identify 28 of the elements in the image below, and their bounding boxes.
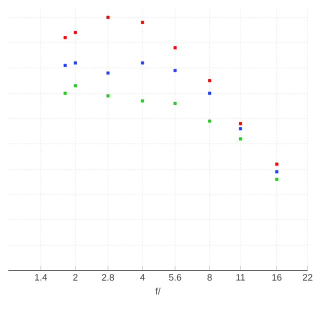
point [140,61,144,65]
point [106,94,110,98]
point [174,69,177,72]
x-tick-label: 11 [236,274,245,281]
x-tick-label: 16 [272,274,282,281]
point [275,170,278,174]
x-tick-label: 22 [302,274,312,281]
x-tick-label: 5.6 [169,274,182,281]
x-tick-label: 2 [73,274,78,281]
x-tick-label: 2.8 [102,274,114,281]
point [208,79,212,82]
point [275,178,278,182]
x-tick-label: 1.4 [35,274,48,281]
point [208,92,212,95]
point [208,120,212,123]
point [174,46,177,50]
point [140,99,144,103]
x-axis-title: f/ [155,288,161,295]
x-tick-label: 4 [140,274,145,281]
x-tick-label: 8 [207,274,212,281]
point [106,72,110,75]
point [74,84,77,88]
point [74,31,77,34]
point [106,16,110,20]
point [174,102,177,106]
point [74,61,77,65]
point [140,20,144,24]
point [275,162,278,166]
